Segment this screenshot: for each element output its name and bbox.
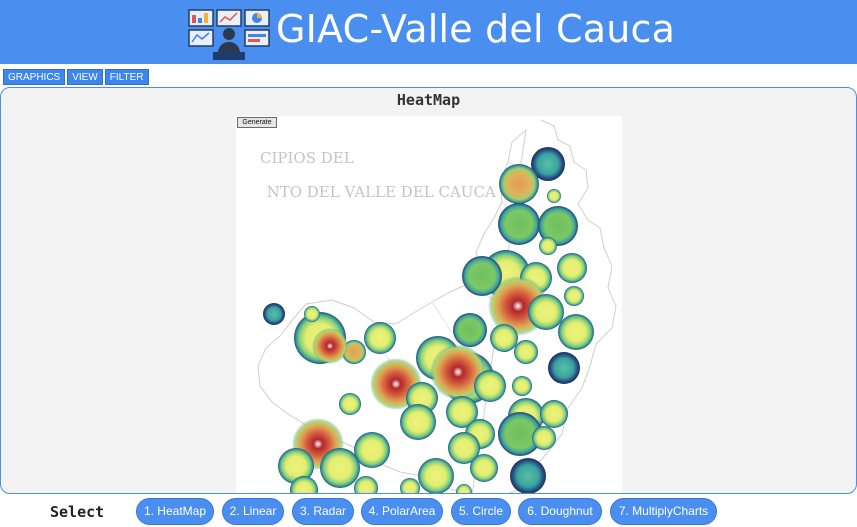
select-label: Select bbox=[50, 503, 105, 521]
panel-title: HeatMap bbox=[396, 91, 461, 109]
doughnut-button[interactable]: 6. Doughnut bbox=[518, 498, 602, 525]
site-title: GIAC-Valle del Cauca bbox=[276, 7, 676, 51]
heatmap-canvas bbox=[257, 119, 617, 493]
chart-panel: HeatMap bbox=[0, 87, 857, 494]
heatmap-map[interactable]: CIPIOS DEL NTO DEL VALLE DEL CAUCA Gener… bbox=[236, 116, 622, 493]
dashboard-user-icon bbox=[188, 9, 270, 60]
polararea-button[interactable]: 4. PolarArea bbox=[361, 498, 443, 525]
menu-filter[interactable]: FILTER bbox=[104, 69, 149, 85]
generate-button[interactable]: Generate bbox=[237, 117, 277, 128]
heatmap-button[interactable]: 1. HeatMap bbox=[136, 498, 214, 525]
menu-bar: GRAPHICS VIEW FILTER bbox=[3, 69, 149, 85]
radar-button[interactable]: 3. Radar bbox=[292, 498, 354, 525]
multiplycharts-button[interactable]: 7. MultiplyCharts bbox=[610, 498, 717, 525]
menu-view[interactable]: VIEW bbox=[67, 69, 103, 85]
linear-button[interactable]: 2. Linear bbox=[222, 498, 284, 525]
chart-selector-bar: Select 1. HeatMap 2. Linear 3. Radar 4. … bbox=[0, 496, 857, 527]
header-bar: GIAC-Valle del Cauca bbox=[0, 0, 857, 64]
menu-graphics[interactable]: GRAPHICS bbox=[3, 69, 66, 85]
circle-button[interactable]: 5. Circle bbox=[451, 498, 511, 525]
